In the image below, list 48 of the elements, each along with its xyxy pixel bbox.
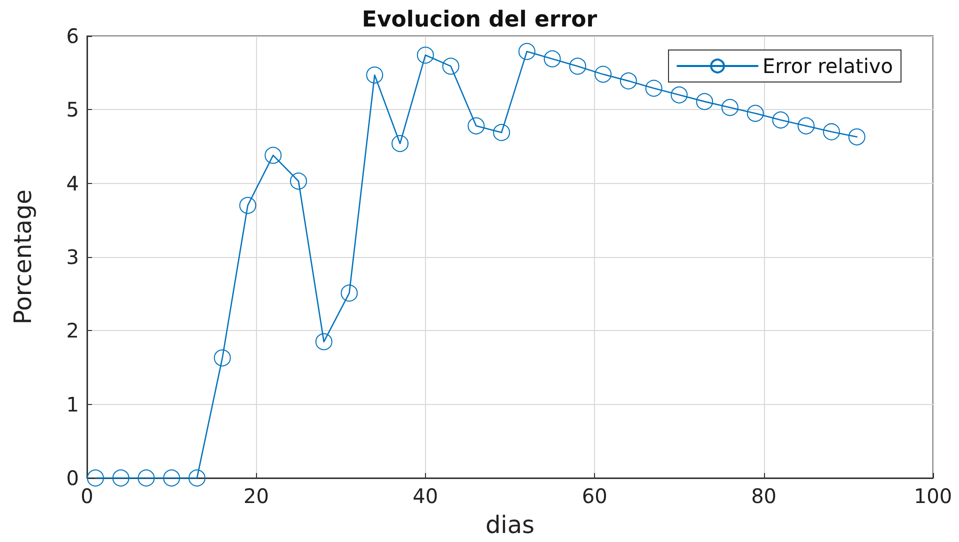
point	[670, 86, 688, 104]
x-tick-label: 60	[582, 484, 608, 508]
point	[214, 349, 231, 366]
point	[392, 135, 409, 152]
point	[416, 46, 434, 64]
y-tick-label: 5	[66, 98, 79, 122]
point	[188, 470, 206, 486]
point	[594, 66, 612, 83]
x-tick-label: 20	[243, 484, 269, 508]
y-tick-label: 0	[66, 466, 79, 490]
x-tick-label: 80	[751, 484, 777, 508]
point	[620, 72, 637, 90]
x-tick-label: 100	[914, 484, 952, 508]
point	[163, 470, 180, 486]
y-tick-label: 1	[66, 392, 79, 416]
point	[468, 117, 485, 134]
point	[366, 66, 384, 84]
y-tick-label: 6	[66, 24, 79, 48]
x-axis-title: dias	[485, 511, 535, 539]
chart-title: Evolucion del error	[362, 8, 598, 32]
point	[290, 172, 307, 190]
point	[822, 123, 840, 140]
y-tick-label: 4	[66, 171, 79, 196]
y-tick-label: 3	[66, 245, 79, 269]
point	[442, 58, 460, 75]
point	[746, 104, 764, 122]
point	[340, 284, 358, 302]
point	[518, 42, 536, 60]
point	[848, 128, 866, 146]
point	[696, 93, 714, 110]
y-tick-label: 2	[66, 318, 79, 343]
point	[798, 117, 815, 134]
point	[138, 470, 155, 486]
point	[86, 470, 104, 486]
x-tick-label: 40	[412, 484, 438, 508]
point	[645, 80, 662, 97]
point	[569, 58, 586, 75]
x-tick-label: 0	[80, 484, 94, 508]
point	[239, 196, 256, 214]
point	[721, 98, 738, 116]
point	[544, 50, 561, 68]
y-axis-title: Porcentage	[9, 190, 37, 324]
point	[772, 111, 790, 128]
legend-label: Error relativo	[762, 54, 894, 78]
point	[315, 333, 332, 350]
point	[493, 124, 510, 141]
point	[264, 146, 282, 164]
point	[112, 470, 130, 486]
